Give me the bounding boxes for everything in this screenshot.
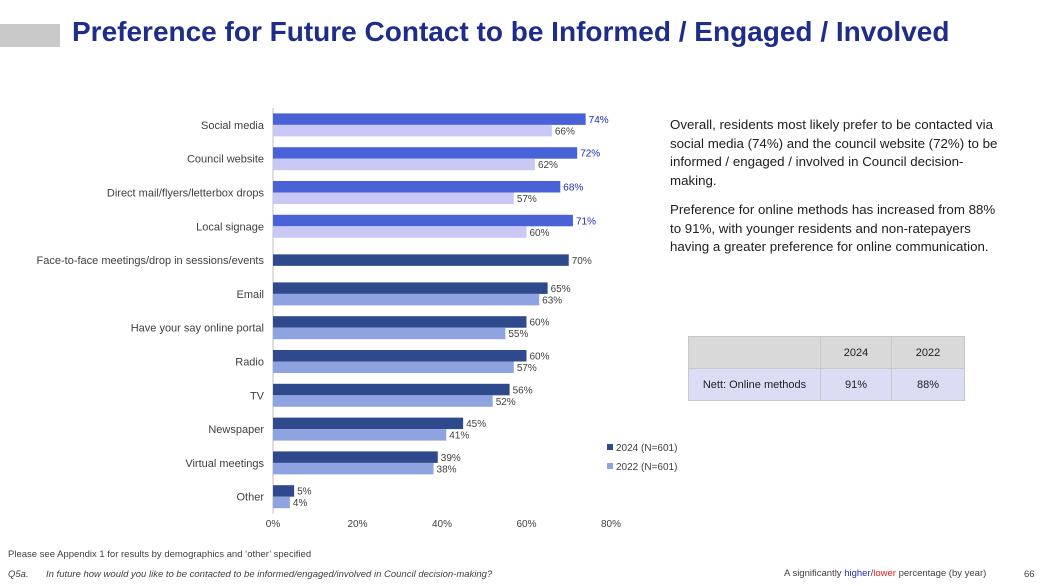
category-label: Radio bbox=[235, 357, 264, 369]
data-label: 39% bbox=[441, 453, 461, 464]
significance-higher: higher bbox=[844, 568, 871, 579]
bar-2024 bbox=[273, 181, 561, 193]
data-label: 57% bbox=[517, 194, 537, 205]
significance-note: A significantly higher/lower percentage … bbox=[784, 568, 986, 579]
legend-label: 2022 (N=601) bbox=[616, 462, 677, 473]
bar-2022 bbox=[273, 124, 552, 137]
summary-table: 2024 2022 Nett: Online methods 91% 88% bbox=[688, 336, 965, 401]
bar-2024 bbox=[273, 113, 586, 125]
summary-table-row-label: Nett: Online methods bbox=[688, 368, 821, 401]
bar-2024 bbox=[273, 147, 578, 159]
summary-table-value-2022: 88% bbox=[891, 368, 965, 401]
commentary-paragraph-1: Overall, residents most likely prefer to… bbox=[670, 117, 998, 188]
summary-table-header-row: 2024 2022 bbox=[688, 336, 965, 369]
category-label: Direct mail/flyers/letterbox drops bbox=[107, 188, 265, 200]
bar-2024 bbox=[273, 254, 569, 266]
category-label: Local signage bbox=[196, 221, 264, 233]
footnote-question-number: Q5a. bbox=[8, 569, 29, 580]
data-label: 71% bbox=[576, 216, 596, 227]
header-accent-block bbox=[0, 24, 60, 47]
data-label: 62% bbox=[538, 160, 558, 171]
data-label: 41% bbox=[449, 431, 469, 442]
summary-table-header-2024: 2024 bbox=[820, 336, 892, 369]
significance-suffix: percentage (by year) bbox=[895, 568, 987, 579]
x-tick-label: 80% bbox=[601, 519, 621, 530]
x-tick-label: 60% bbox=[516, 519, 536, 530]
page-number: 66 bbox=[1024, 569, 1035, 580]
footnote-appendix: Please see Appendix 1 for results by dem… bbox=[8, 549, 312, 560]
category-label: Council website bbox=[187, 154, 264, 166]
bar-2022 bbox=[273, 293, 540, 306]
legend-swatch bbox=[607, 463, 613, 469]
data-label: 70% bbox=[572, 256, 592, 267]
bar-2022 bbox=[273, 192, 514, 204]
bar-2024 bbox=[273, 417, 464, 430]
x-tick-label: 40% bbox=[432, 519, 452, 530]
data-label: 63% bbox=[542, 295, 562, 306]
summary-table-header-cell bbox=[688, 336, 821, 369]
category-label: Have your say online portal bbox=[131, 323, 264, 335]
data-label: 74% bbox=[589, 115, 609, 126]
category-label: Other bbox=[236, 492, 264, 504]
bar-2024 bbox=[273, 383, 510, 396]
significance-slash: / bbox=[870, 568, 874, 579]
category-label: TV bbox=[250, 390, 265, 402]
data-label: 52% bbox=[496, 397, 516, 408]
data-label: 60% bbox=[530, 228, 550, 239]
bar-2022 bbox=[273, 361, 514, 373]
legend-swatch bbox=[607, 444, 613, 450]
bar-2024 bbox=[273, 282, 548, 294]
data-label: 60% bbox=[530, 352, 550, 363]
footnote-question-text: In future how would you like to be conta… bbox=[46, 569, 493, 580]
bar-2024 bbox=[273, 316, 527, 328]
bar-2022 bbox=[273, 226, 527, 238]
data-label: 72% bbox=[580, 149, 600, 160]
category-label: Social media bbox=[201, 120, 265, 132]
bar-2022 bbox=[273, 429, 447, 441]
data-label: 57% bbox=[517, 363, 537, 374]
data-label: 60% bbox=[530, 318, 550, 329]
data-label: 55% bbox=[508, 329, 528, 340]
category-label: Email bbox=[236, 289, 264, 301]
significance-lower: lower bbox=[873, 568, 896, 579]
data-label: 68% bbox=[563, 183, 583, 194]
x-tick-label: 20% bbox=[347, 519, 367, 530]
data-label: 4% bbox=[293, 498, 308, 509]
data-label: 45% bbox=[466, 419, 486, 430]
significance-prefix: A significantly bbox=[784, 568, 845, 579]
bar-2022 bbox=[273, 327, 506, 340]
category-label: Face-to-face meetings/drop in sessions/e… bbox=[37, 255, 265, 267]
data-label: 65% bbox=[551, 284, 571, 295]
page-title: Preference for Future Contact to be Info… bbox=[72, 16, 950, 47]
data-label: 38% bbox=[437, 464, 457, 475]
commentary-paragraph-2: Preference for online methods has increa… bbox=[670, 202, 996, 254]
bar-2022 bbox=[273, 158, 535, 171]
bar-2022 bbox=[273, 395, 493, 407]
data-label: 66% bbox=[555, 126, 575, 137]
bar-2024 bbox=[273, 485, 295, 497]
category-label: Newspaper bbox=[208, 424, 264, 436]
bar-2024 bbox=[273, 451, 438, 463]
commentary: Overall, residents most likely prefer to… bbox=[670, 116, 1000, 268]
summary-table-header-2022: 2022 bbox=[891, 336, 965, 369]
summary-table-value-2024: 91% bbox=[820, 368, 892, 401]
category-label: Virtual meetings bbox=[185, 458, 264, 470]
bar-2022 bbox=[273, 496, 290, 509]
data-label: 56% bbox=[513, 385, 533, 396]
bar-2024 bbox=[273, 214, 573, 227]
summary-table-row: Nett: Online methods 91% 88% bbox=[688, 368, 965, 401]
data-label: 5% bbox=[297, 487, 312, 498]
legend-label: 2024 (N=601) bbox=[616, 443, 677, 454]
bar-2024 bbox=[273, 350, 527, 362]
x-tick-label: 0% bbox=[266, 519, 281, 530]
bar-2022 bbox=[273, 462, 434, 475]
